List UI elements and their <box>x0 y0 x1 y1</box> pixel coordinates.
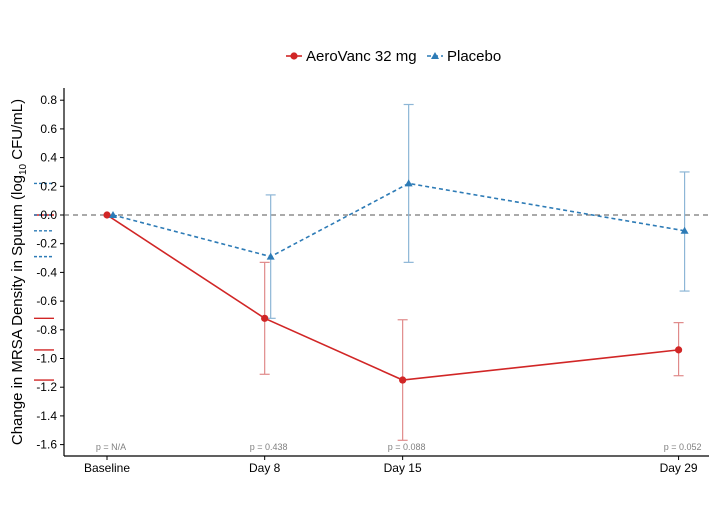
x-tick-label: Day 15 <box>384 461 422 475</box>
legend-marker <box>290 52 298 60</box>
p-value-label: p = 0.438 <box>250 442 288 452</box>
legend-label: Placebo <box>447 48 501 65</box>
data-point <box>399 376 407 384</box>
y-tick-label: -1.2 <box>36 380 57 394</box>
series-line <box>112 182 685 258</box>
data-points <box>103 179 689 384</box>
data-point <box>404 179 413 187</box>
y-tick-label: -0.4 <box>36 265 57 279</box>
error-bars <box>259 103 690 441</box>
y-tick-label: 0.0 <box>40 208 57 222</box>
series-lines <box>106 182 685 381</box>
y-axis-label: Change in MRSA Density in Sputum (log10 … <box>9 99 29 445</box>
x-tick-label: Day 29 <box>660 461 698 475</box>
y-tick-label: 0.6 <box>40 122 57 136</box>
y-tick-label: -0.8 <box>36 323 57 337</box>
x-tick-label: Day 8 <box>249 461 281 475</box>
data-point <box>109 211 117 218</box>
axis-rug <box>34 182 54 381</box>
axes <box>60 88 709 460</box>
y-tick-label: 0.2 <box>40 179 57 193</box>
y-tick-label: -1.6 <box>36 438 57 452</box>
y-tick-label: -1.0 <box>36 352 57 366</box>
y-tick-label: 0.4 <box>40 151 57 165</box>
x-tick-label: Baseline <box>84 461 130 475</box>
y-tick-label: -0.6 <box>36 294 57 308</box>
data-point <box>261 314 269 322</box>
legend-label: AeroVanc 32 mg <box>306 48 417 65</box>
data-point <box>674 346 683 354</box>
p-value-labels: p = N/A p = 0.438 p = 0.088 p = 0.052 <box>96 442 702 452</box>
series-line <box>106 214 679 381</box>
data-point <box>103 211 111 219</box>
x-tick-labels: Baseline Day 8 Day 15 Day 29 <box>84 461 698 475</box>
data-point <box>680 226 689 234</box>
p-value-label: p = 0.052 <box>664 442 702 452</box>
legend-marker <box>431 52 439 59</box>
p-value-label: p = 0.088 <box>388 442 426 452</box>
y-tick-labels: 0.8 0.6 0.4 0.2 0.0 -0.2 -0.4 -0.6 -0.8 -1.0 -1.2 -… <box>36 93 57 451</box>
y-tick-label: 0.8 <box>40 93 57 107</box>
y-tick-label: -1.4 <box>36 409 57 423</box>
p-value-label: p = N/A <box>96 442 126 452</box>
data-point <box>266 252 275 260</box>
legend: AeroVanc 32 mg Placebo <box>286 48 501 65</box>
y-tick-label: -0.2 <box>36 237 57 251</box>
